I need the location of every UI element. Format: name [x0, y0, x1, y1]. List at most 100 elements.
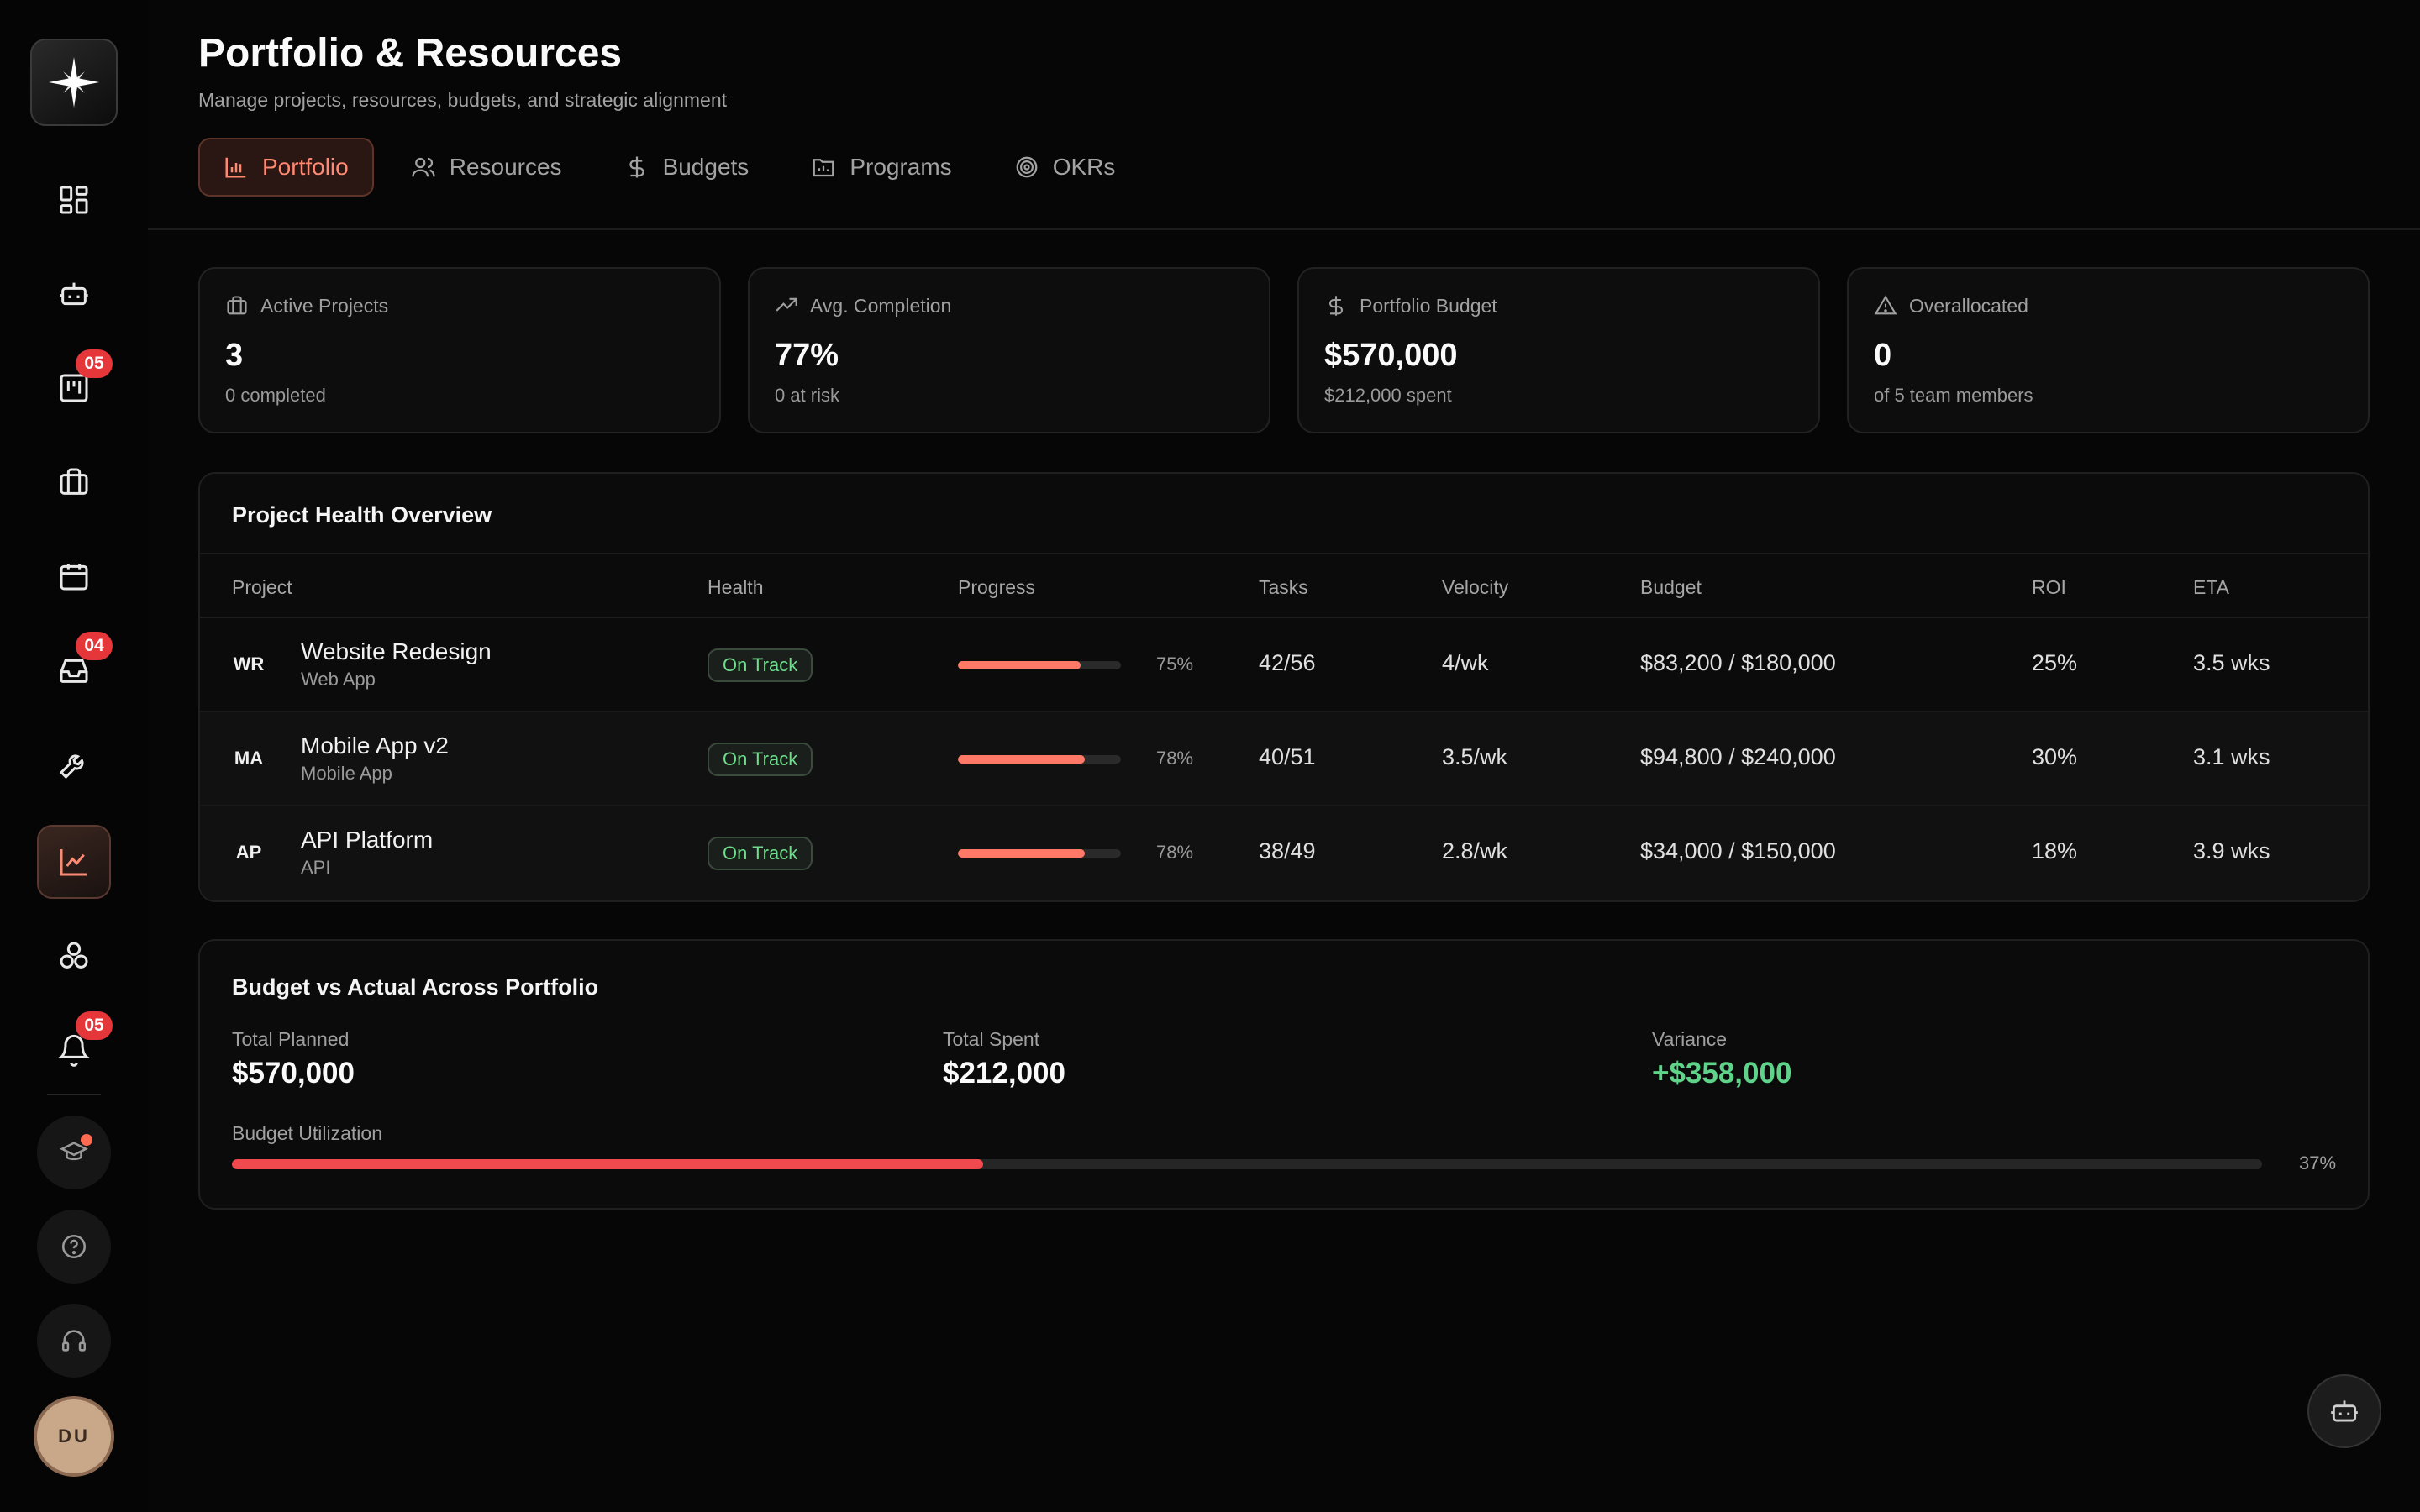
eta-cell: 3.5 wks: [2193, 650, 2270, 675]
total-spent-value: $212,000: [943, 1057, 1065, 1089]
total-planned-label: Total Planned: [232, 1028, 350, 1050]
nav-dashboard[interactable]: [37, 163, 111, 237]
column-header-velocity[interactable]: Velocity: [1442, 576, 1509, 598]
line-chart-icon: [60, 849, 87, 876]
total-planned-value: $570,000: [232, 1057, 355, 1089]
tab-label: Programs: [850, 154, 952, 180]
column-header-progress[interactable]: Progress: [958, 576, 1036, 598]
stat-subtext: of 5 team members: [1874, 385, 2033, 406]
total-spent-label: Total Spent: [943, 1028, 1040, 1050]
tab-programs[interactable]: Programs: [786, 138, 976, 197]
progress-percent: 78%: [1156, 842, 1194, 863]
roi-cell: 30%: [2032, 744, 2078, 769]
graduation-cap-icon: [60, 1142, 88, 1161]
page-subtitle: Manage projects, resources, budgets, and…: [198, 89, 728, 111]
column-header-eta[interactable]: ETA: [2193, 576, 2230, 598]
sparkle-logo-icon: [49, 57, 99, 108]
calendar-icon: [60, 564, 88, 591]
stat-card-active-projects: Active Projects 3 0 completed: [198, 267, 721, 433]
variance-value: +$358,000: [1652, 1057, 1792, 1089]
stat-label-row: Active Projects: [225, 294, 388, 318]
velocity-cell: 3.5/wk: [1442, 744, 1508, 769]
stat-value: $570,000: [1324, 338, 1458, 373]
budget-utilization-label: Budget Utilization: [232, 1122, 382, 1144]
tab-okrs[interactable]: OKRs: [989, 138, 1141, 197]
app-logo[interactable]: [30, 39, 118, 126]
column-header-roi[interactable]: ROI: [2032, 576, 2066, 598]
stat-value: 77%: [775, 338, 839, 373]
ai-assistant-button[interactable]: [2307, 1374, 2381, 1448]
nav-calendar[interactable]: [37, 539, 111, 613]
project-type: Mobile App: [301, 763, 392, 784]
eta-cell: 3.1 wks: [2193, 744, 2270, 769]
project-name[interactable]: Website Redesign: [301, 638, 492, 664]
progress-bar: [958, 661, 1121, 669]
stat-label-row: Overallocated: [1874, 294, 2028, 318]
progress-fill: [958, 661, 1081, 669]
robot-icon: [2331, 1400, 2358, 1422]
progress-bar: [958, 755, 1121, 764]
learning-button[interactable]: [37, 1116, 111, 1189]
project-type: API: [301, 857, 331, 878]
roi-cell: 18%: [2032, 838, 2078, 864]
tab-portfolio[interactable]: Portfolio: [198, 138, 374, 197]
briefcase-icon: [60, 468, 88, 495]
kanban-icon: [60, 374, 88, 402]
nav-components[interactable]: [37, 919, 111, 993]
column-header-health[interactable]: Health: [708, 576, 764, 598]
table-row[interactable]: AP API Platform API On Track 78% 38/49 2…: [200, 806, 2368, 900]
headset-icon: [61, 1330, 87, 1352]
project-name[interactable]: Mobile App v2: [301, 732, 449, 759]
column-header-project[interactable]: Project: [232, 576, 292, 598]
user-avatar[interactable]: DU: [34, 1396, 114, 1477]
support-button[interactable]: [37, 1304, 111, 1378]
nav-kanban[interactable]: 05: [37, 349, 113, 425]
tab-label: OKRs: [1052, 154, 1116, 180]
nav-ai-agent[interactable]: [37, 257, 111, 331]
project-abbreviation: WR: [233, 654, 265, 675]
project-abbreviation: AP: [235, 842, 262, 863]
project-name[interactable]: API Platform: [301, 827, 434, 853]
trending-up-icon: [776, 297, 797, 312]
project-health-panel: Project Health Overview Project Health P…: [198, 472, 2370, 902]
progress-bar: [958, 849, 1121, 858]
tasks-cell: 38/49: [1259, 838, 1316, 864]
project-type: Web App: [301, 669, 376, 690]
tab-label: Resources: [449, 154, 562, 180]
nav-tools[interactable]: [37, 727, 111, 801]
stat-label: Avg. Completion: [810, 294, 952, 317]
dollar-icon: [1328, 296, 1344, 316]
warning-icon: [1874, 295, 1897, 315]
nav-notifications[interactable]: 05: [37, 1011, 113, 1087]
sidebar: 05 04 05: [0, 0, 148, 1512]
column-header-budget[interactable]: Budget: [1640, 576, 1702, 598]
column-header-tasks[interactable]: Tasks: [1259, 576, 1308, 598]
budget-vs-actual-panel: Budget vs Actual Across Portfolio Total …: [198, 939, 2370, 1210]
nav-portfolio[interactable]: [37, 825, 111, 899]
tab-budgets[interactable]: Budgets: [599, 138, 775, 197]
help-button[interactable]: [37, 1210, 111, 1284]
stat-card-avg-completion: Avg. Completion 77% 0 at risk: [748, 267, 1270, 433]
stat-value: 3: [225, 338, 244, 373]
budget-utilization-percent: 37%: [2299, 1152, 2337, 1173]
nav-inbox[interactable]: 04: [37, 632, 113, 707]
budget-cell: $94,800 / $240,000: [1640, 744, 1836, 769]
budget-cell: $83,200 / $180,000: [1640, 650, 1836, 675]
tab-resources[interactable]: Resources: [386, 138, 587, 197]
roi-cell: 25%: [2032, 650, 2078, 675]
health-badge: On Track: [708, 837, 813, 870]
tab-label: Budgets: [662, 154, 750, 180]
panel-title: Project Health Overview: [232, 502, 492, 528]
inbox-badge: 04: [76, 632, 113, 660]
progress-percent: 78%: [1156, 748, 1194, 769]
table-row[interactable]: WR Website Redesign Web App On Track 75%…: [200, 618, 2368, 712]
stat-label-row: Avg. Completion: [775, 294, 951, 318]
stat-subtext: 0 completed: [225, 385, 326, 406]
table-header: Project Health Progress Tasks Velocity B…: [200, 553, 2368, 618]
table-row[interactable]: MA Mobile App v2 Mobile App On Track 78%…: [200, 712, 2368, 806]
panel-title: Budget vs Actual Across Portfolio: [232, 974, 599, 1000]
wrench-icon: [59, 754, 84, 780]
nav-projects[interactable]: [37, 445, 111, 519]
folder-chart-icon: [813, 159, 834, 177]
budget-utilization-fill: [232, 1159, 983, 1169]
